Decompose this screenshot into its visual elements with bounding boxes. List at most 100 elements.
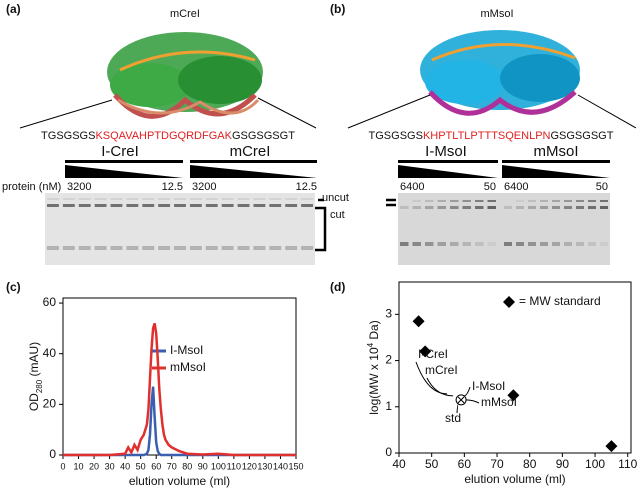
gel-band: [487, 242, 496, 246]
gel-band: [174, 198, 186, 200]
gel-band: [62, 204, 75, 207]
y-axis-label-part: OD: [27, 393, 41, 411]
gel-band: [475, 206, 484, 209]
annotation-line: [466, 399, 480, 404]
gel-band: [205, 204, 218, 207]
gel-band: [412, 242, 421, 246]
zoom-line: [347, 94, 431, 129]
sequence-part: TGSGSGS: [41, 130, 95, 142]
gel-band: [301, 246, 313, 250]
protein-name: mMsoI: [481, 8, 514, 20]
gel-band: [237, 198, 250, 200]
zoom-line: [577, 94, 637, 129]
gel-header: I-MsoI: [425, 143, 467, 160]
annotation: I-MsoI: [472, 379, 505, 393]
band-bracket: [314, 198, 396, 252]
gel-band: [142, 246, 155, 250]
gel-band: [269, 198, 282, 200]
x-tick-label: 80: [523, 457, 537, 471]
annotation: std: [445, 411, 461, 425]
gel-band: [126, 198, 139, 200]
gel-band: [528, 242, 536, 246]
gel-band: [564, 200, 572, 202]
band-label: cut: [330, 209, 345, 221]
gel-band: [237, 246, 250, 250]
legend-label: = MW standard: [519, 294, 601, 308]
gel-band: [158, 198, 171, 200]
y-tick-label: 0: [49, 447, 56, 461]
sequence-part: TGSGSGS: [369, 130, 423, 142]
y-axis-label: log(MW x 104 Da): [366, 320, 382, 414]
x-axis-label: elution volume (ml): [129, 474, 230, 488]
gel-band: [412, 206, 421, 209]
gel-band: [400, 206, 409, 209]
sequence-part: GSGSGSGT: [232, 130, 295, 142]
gel-band: [221, 198, 234, 200]
x-axis-label: elution volume (ml): [464, 472, 565, 486]
x-tick-label: 60: [458, 457, 472, 471]
y-axis-label: OD280 (mAU): [27, 342, 43, 411]
gel-header: I-CreI: [101, 143, 139, 160]
gel-band: [600, 206, 608, 209]
gel-band: [475, 200, 484, 202]
gel-band: [552, 242, 560, 246]
x-tick-label: 90: [556, 457, 570, 471]
x-tick-label: 150: [288, 461, 303, 471]
gel-band: [174, 246, 186, 250]
y-tick-label: 1: [385, 399, 392, 413]
y-tick-label: 60: [43, 295, 57, 309]
x-tick-label: 100: [211, 461, 226, 471]
gel-band: [437, 242, 446, 246]
gel-band: [205, 198, 218, 200]
gel-band: [301, 204, 313, 207]
gel-band: [269, 204, 282, 207]
legend-label: mMsoI: [170, 360, 206, 374]
gel-band: [221, 204, 234, 207]
y-axis-label-part: log(MW x 10: [367, 347, 381, 415]
y-tick-label: 40: [43, 346, 57, 360]
y-tick-label: 20: [43, 397, 57, 411]
gel-band: [253, 198, 266, 200]
gel-band: [142, 204, 155, 207]
gel-band: [142, 198, 155, 200]
gel-band: [564, 242, 572, 246]
gel-band: [576, 200, 584, 202]
annotation-line: [415, 361, 448, 395]
gel-band: [158, 246, 171, 250]
x-tick-label: 80: [182, 461, 192, 471]
gel-band: [189, 204, 202, 207]
gel-images: [45, 193, 610, 265]
gel-band: [94, 198, 107, 200]
gel-band: [47, 198, 59, 200]
gel-band: [126, 246, 139, 250]
legend-label: I-MsoI: [170, 343, 203, 357]
gel-band: [47, 204, 59, 207]
concentration: 6400: [504, 181, 528, 193]
gel-band: [425, 206, 434, 209]
gel-band: [174, 204, 186, 207]
gel-wedges: [65, 160, 610, 178]
gel-band: [516, 242, 524, 246]
gel-band: [110, 204, 123, 207]
gel-band: [475, 242, 484, 246]
panel-label: (a): [6, 2, 21, 16]
gel-band: [110, 246, 123, 250]
annotation-line: [426, 377, 454, 397]
x-tick-label: 50: [136, 461, 146, 471]
plot-frame: [398, 281, 632, 454]
gel-band: [110, 198, 123, 200]
gel-band: [540, 206, 548, 209]
y-tick-label: 2: [385, 353, 392, 367]
band-label: uncut: [322, 192, 349, 204]
concentration: 3200: [67, 181, 91, 193]
x-tick-label: 30: [105, 461, 115, 471]
gel-band: [600, 242, 608, 246]
gel-band: [462, 242, 471, 246]
data-point: [507, 389, 520, 402]
gel-band: [189, 198, 202, 200]
gel-band: [487, 200, 496, 202]
concentration: 12.5: [296, 181, 317, 193]
x-tick-label: 70: [167, 461, 177, 471]
series-line: [63, 322, 296, 457]
gel-band: [450, 200, 459, 202]
